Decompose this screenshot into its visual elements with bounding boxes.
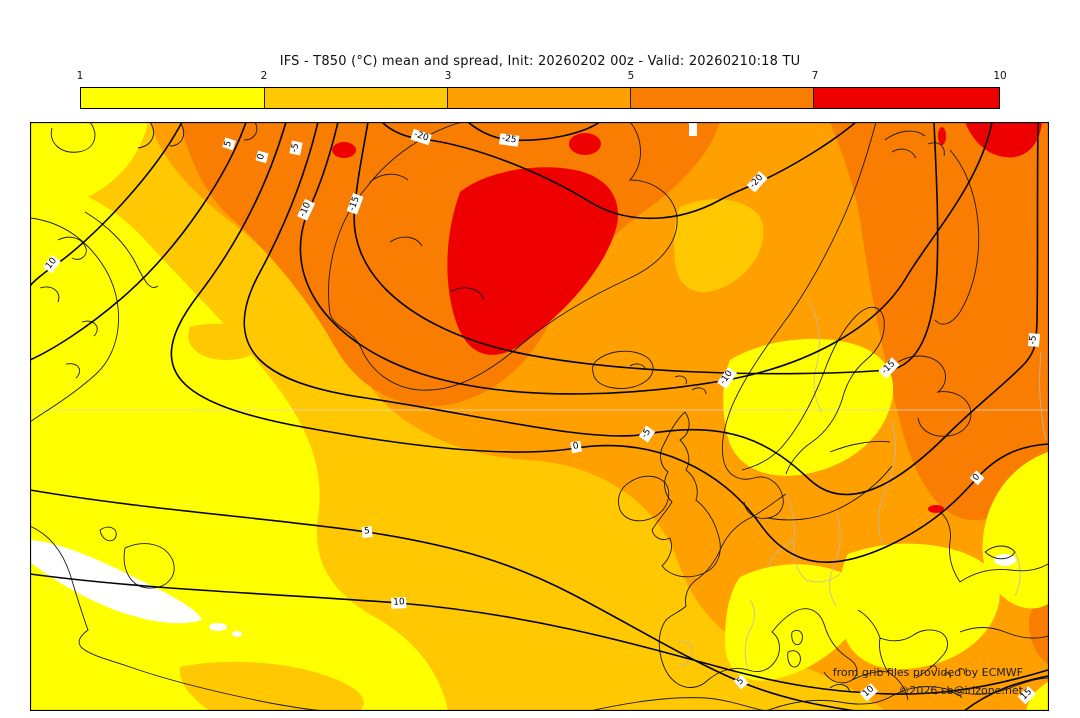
- contour-label-0: 0: [570, 440, 582, 454]
- contour-minus10-main: [299, 122, 993, 395]
- fill-spread-lt1-top-notch: [689, 122, 697, 136]
- contour-label--5: -5: [1027, 333, 1041, 347]
- contour-label-10: 10: [390, 597, 408, 609]
- colorbar-segment-7-10: [814, 88, 999, 108]
- fill-spread-1-2-italy: [725, 564, 864, 681]
- fill-spread-5-7-east: [830, 122, 1048, 521]
- country-borders: [677, 301, 1047, 671]
- fill-spread-lt1-atlantic: [30, 540, 202, 624]
- map-frame: [30, 122, 1049, 711]
- fill-spread-7-10-greenland: [447, 167, 619, 355]
- colorbar-segment-5-7: [630, 88, 815, 108]
- fill-spread-7-10-dot1: [938, 127, 946, 145]
- chart-title: IFS - T850 (°C) mean and spread, Init: 2…: [279, 54, 801, 69]
- contour-plus15-corner: [963, 675, 1049, 711]
- fill-spread-7-10-blob2: [569, 133, 601, 155]
- fill-spread-lt1-dot1: [209, 623, 227, 631]
- contour-plus5-nw: [30, 122, 247, 361]
- colorbar-segment-2-3: [264, 88, 449, 108]
- coastline-scandinavia: [721, 122, 980, 521]
- fill-spread-2-3-pocket3: [188, 323, 260, 360]
- colorbar-segment-3-5: [448, 88, 631, 108]
- fill-spread-7-10-dot2: [928, 505, 944, 513]
- fill-spread-2-3-pocket1: [179, 661, 364, 711]
- contour-label-5: 5: [361, 526, 373, 538]
- contour-plus10-nw: [30, 122, 183, 287]
- colorbar-segment-1-2: [81, 88, 265, 108]
- contour-zero-main: [170, 122, 1049, 563]
- fill-spread-1-2-corner: [1026, 682, 1048, 711]
- contour-plus10-south: [30, 573, 1049, 695]
- mean-contours: [30, 122, 1049, 711]
- colorbar: [80, 87, 1000, 109]
- fill-spread-lt1-dot2: [232, 631, 242, 637]
- colorbar-tick-7: 7: [811, 70, 819, 82]
- colorbar-tick-3: 3: [444, 70, 452, 82]
- coastline-uk-ireland: [618, 375, 721, 578]
- coastline-greenland-iceland: [328, 122, 678, 391]
- fill-spread-7-10-topright: [965, 122, 1042, 158]
- colorbar-tick-10: 10: [993, 70, 1007, 82]
- fill-spread-1-2-aegean: [838, 543, 1000, 670]
- colorbar-tick-2: 2: [260, 70, 268, 82]
- fill-spread-5-7-corner: [1028, 592, 1048, 664]
- coastline-north-america: [30, 122, 327, 711]
- attribution-copyright: ©2026 sb@irizone.net: [898, 684, 1023, 697]
- fill-spread-lt1-turkey: [994, 554, 1016, 566]
- contour-plus5-south: [30, 489, 857, 711]
- fill-spread-1-2-northwest: [30, 122, 148, 211]
- map-panel: 10 5 0 -5 -10 -15 -20 -25 -20 -10 -15 -5 -5 0 0 5 10 5 10 1…: [30, 122, 1049, 711]
- attribution-source: from grib files provided by ECMWF: [832, 666, 1023, 679]
- colorbar-tick-5: 5: [627, 70, 635, 82]
- fill-spread-7-10-blob1: [332, 142, 356, 158]
- map-canvas: [30, 122, 1049, 711]
- colorbar-tick-1: 1: [76, 70, 84, 82]
- fill-spread-2-3-pocket2: [425, 625, 573, 676]
- fill-spread-2-3-pocket4: [674, 199, 764, 293]
- coastline-europe-mediterranean: [589, 493, 1049, 711]
